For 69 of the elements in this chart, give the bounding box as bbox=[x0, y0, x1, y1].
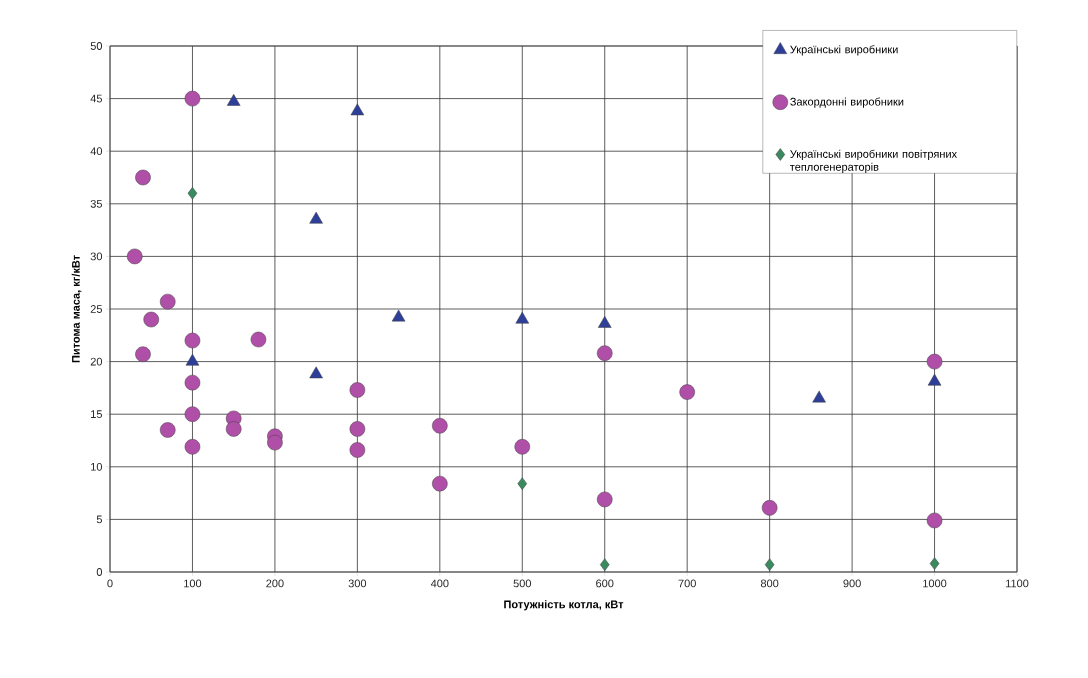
point bbox=[184, 90, 201, 107]
point bbox=[596, 491, 613, 508]
point bbox=[349, 382, 366, 398]
x-tick-label: 300 bbox=[348, 579, 367, 588]
point bbox=[432, 418, 448, 434]
point bbox=[597, 315, 612, 328]
point bbox=[679, 384, 695, 400]
point bbox=[514, 439, 531, 455]
point bbox=[517, 477, 528, 490]
point bbox=[596, 345, 613, 361]
y-tick-label: 30 bbox=[90, 252, 103, 261]
x-tick-label: 900 bbox=[843, 579, 861, 588]
x-tick-label: 400 bbox=[430, 579, 449, 588]
point bbox=[391, 309, 406, 322]
y-axis-title: Питома маса, кг/кВт bbox=[71, 255, 82, 363]
legend-label: Українські виробники повітряних теплогенераторів bbox=[789, 149, 957, 174]
point bbox=[761, 500, 778, 516]
x-tick-label: 500 bbox=[513, 579, 532, 588]
y-tick-label: 20 bbox=[90, 357, 103, 366]
point bbox=[184, 406, 201, 422]
point bbox=[184, 439, 201, 455]
point bbox=[184, 332, 201, 349]
point bbox=[185, 353, 200, 366]
point bbox=[926, 512, 943, 529]
y-tick-label: 50 bbox=[90, 42, 103, 50]
y-tick-label: 25 bbox=[90, 305, 102, 313]
point bbox=[187, 187, 198, 200]
point bbox=[764, 558, 775, 571]
point bbox=[159, 422, 176, 438]
point bbox=[143, 311, 159, 328]
point bbox=[225, 421, 242, 437]
point bbox=[929, 557, 940, 570]
x-tick-label: 100 bbox=[184, 579, 202, 588]
point bbox=[126, 248, 143, 265]
legend-label: Українські виробники bbox=[790, 45, 898, 56]
y-tick-label: 0 bbox=[96, 568, 103, 576]
x-tick-label: 1100 bbox=[1006, 579, 1029, 588]
point bbox=[159, 293, 176, 310]
y-tick-label: 5 bbox=[96, 515, 102, 524]
y-tick-label: 40 bbox=[90, 147, 103, 156]
point bbox=[350, 103, 365, 116]
point bbox=[515, 311, 530, 324]
point bbox=[927, 373, 942, 386]
x-tick-label: 700 bbox=[678, 579, 696, 588]
legend-label: Закордонні виробники bbox=[790, 97, 904, 108]
y-tick-label: 45 bbox=[90, 94, 102, 103]
point bbox=[349, 442, 366, 458]
point bbox=[250, 331, 267, 348]
point bbox=[926, 353, 943, 370]
y-tick-label: 35 bbox=[90, 199, 102, 208]
point bbox=[135, 169, 151, 186]
x-axis-title: Потужність котла, кВт bbox=[504, 600, 624, 611]
x-tick-label: 600 bbox=[596, 579, 614, 588]
point bbox=[309, 211, 323, 224]
point bbox=[599, 558, 610, 571]
point bbox=[135, 346, 151, 362]
point bbox=[184, 374, 201, 391]
point bbox=[267, 434, 283, 451]
x-tick-label: 1000 bbox=[923, 579, 947, 588]
x-tick-label: 0 bbox=[107, 579, 113, 588]
point bbox=[812, 390, 826, 403]
point bbox=[432, 475, 448, 492]
y-tick-label: 10 bbox=[91, 462, 103, 471]
x-tick-label: 800 bbox=[760, 579, 779, 588]
point bbox=[349, 421, 366, 437]
point bbox=[226, 94, 241, 106]
y-tick-label: 15 bbox=[91, 410, 102, 419]
point bbox=[309, 366, 323, 379]
x-tick-label: 200 bbox=[266, 579, 284, 588]
